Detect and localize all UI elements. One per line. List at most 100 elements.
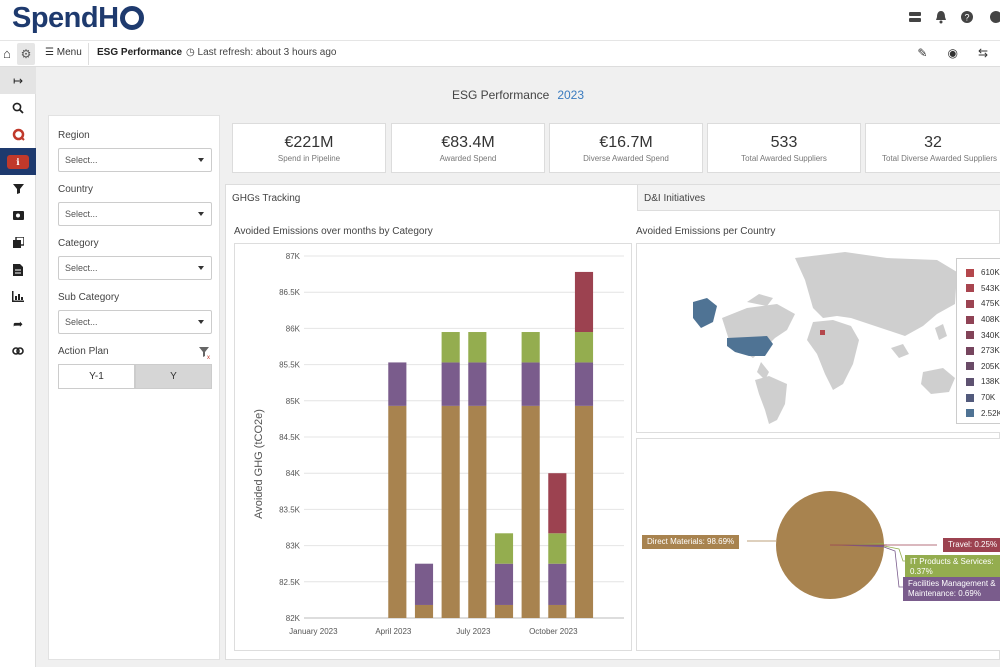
- pie-leader-lines: [747, 540, 937, 588]
- x-tick-label: April 2023: [375, 627, 412, 636]
- legend-row: 70K: [966, 390, 1000, 406]
- bar-segment[interactable]: [414, 604, 434, 618]
- map-united-states[interactable]: [727, 336, 773, 356]
- search-doc-icon[interactable]: [0, 202, 36, 229]
- pie-slice-it-products[interactable]: [830, 543, 884, 545]
- bar-segment[interactable]: [388, 362, 407, 406]
- kpi-label: Total Diverse Awarded Suppliers: [882, 154, 998, 163]
- region-label: Region: [58, 130, 90, 141]
- pencil-icon[interactable]: ✎: [917, 46, 928, 60]
- bar-segment[interactable]: [494, 604, 514, 618]
- y-tick-label: 87K: [286, 252, 301, 261]
- bar-segment[interactable]: [548, 533, 567, 564]
- gear-icon[interactable]: ⚙: [17, 43, 35, 65]
- link-icon[interactable]: [0, 337, 36, 364]
- country-placeholder: Select...: [65, 209, 98, 219]
- legend-swatch: [966, 331, 974, 340]
- y-tick-label: 82K: [286, 614, 301, 623]
- sub-category-select[interactable]: Select...: [58, 310, 212, 334]
- kpi-card: 32 Total Diverse Awarded Suppliers: [865, 123, 1000, 173]
- bar-segment[interactable]: [468, 362, 487, 406]
- map-greenland[interactable]: [693, 298, 717, 328]
- info-icon[interactable]: ℹ: [0, 148, 36, 175]
- last-refresh-text: Last refresh: about 3 hours ago: [197, 47, 337, 58]
- emissions-world-map: 610K 543K 475K 408K 340K 273K 205K 138K …: [636, 243, 1000, 433]
- legend-row: 340K: [966, 327, 1000, 343]
- bar-segment[interactable]: [548, 473, 567, 534]
- pie-slice-facilities[interactable]: [830, 545, 884, 548]
- region-select[interactable]: Select...: [58, 148, 212, 172]
- filter-icon[interactable]: [0, 175, 36, 202]
- page-title-text: ESG Performance: [451, 88, 550, 102]
- server-icon[interactable]: [908, 10, 922, 24]
- kpi-card: €83.4M Awarded Spend: [391, 123, 545, 173]
- legend-swatch: [966, 284, 974, 293]
- stack-icon[interactable]: [0, 229, 36, 256]
- bar-segment[interactable]: [388, 405, 407, 618]
- legend-row: 475K: [966, 296, 1000, 312]
- category-select[interactable]: Select...: [58, 256, 212, 280]
- legend-swatch: [966, 393, 974, 402]
- help-icon[interactable]: ?: [960, 10, 974, 24]
- bar-segment[interactable]: [521, 362, 540, 406]
- y-tick-label: 83K: [286, 542, 301, 551]
- document-icon[interactable]: [0, 256, 36, 283]
- q-icon[interactable]: [0, 121, 36, 148]
- country-label: Country: [58, 184, 94, 195]
- kpi-value: 533: [770, 134, 798, 151]
- user-icon[interactable]: [986, 10, 1000, 24]
- action-plan-y[interactable]: Y: [135, 364, 212, 389]
- legend-row: 138K: [966, 374, 1000, 390]
- bar-segment[interactable]: [574, 271, 594, 333]
- legend-swatch: [966, 315, 974, 324]
- share-icon[interactable]: ➦: [12, 316, 24, 331]
- bar-segment[interactable]: [468, 332, 487, 363]
- bell-icon[interactable]: [934, 10, 948, 24]
- filter-clear-icon[interactable]: x: [199, 346, 211, 361]
- bar-segment[interactable]: [494, 563, 514, 605]
- country-select[interactable]: Select...: [58, 202, 212, 226]
- kpi-label: Spend in Pipeline: [277, 154, 341, 163]
- legend-label: 543K: [981, 283, 1000, 293]
- x-tick-label: October 2023: [529, 627, 578, 636]
- refresh-icon[interactable]: ⇆: [977, 46, 988, 60]
- kpi-card: €16.7M Diverse Awarded Spend: [549, 123, 703, 173]
- menu-button[interactable]: ☰ Menu: [45, 47, 82, 58]
- bar-chart-icon[interactable]: [0, 283, 36, 310]
- bar-segment[interactable]: [441, 332, 460, 363]
- bar-segment[interactable]: [574, 332, 594, 363]
- y-tick-label: 85K: [286, 397, 301, 406]
- bar-segment[interactable]: [574, 362, 594, 406]
- bar-segment[interactable]: [548, 604, 567, 618]
- bar-segment[interactable]: [574, 405, 594, 618]
- bar-segment[interactable]: [521, 332, 540, 363]
- kpi-card: €221M Spend in Pipeline: [232, 123, 386, 173]
- bar-segment[interactable]: [468, 405, 487, 618]
- year-selector[interactable]: 2023: [557, 88, 585, 102]
- bar-segment[interactable]: [441, 405, 460, 618]
- legend-swatch: [966, 346, 974, 355]
- legend-label: 340K: [981, 330, 1000, 340]
- search-icon[interactable]: [0, 94, 36, 121]
- tab-ghgs-tracking[interactable]: GHGs Tracking: [226, 185, 637, 211]
- region-placeholder: Select...: [65, 155, 98, 165]
- last-refresh: ◷ Last refresh: about 3 hours ago: [186, 47, 337, 58]
- bar-segment[interactable]: [548, 563, 567, 605]
- svg-text:?: ?: [964, 13, 969, 23]
- bar-chart-svg: Avoided GHG (tCO2e) 82K 82.5K 83K 83.5K 84K 8…: [253, 252, 624, 636]
- map-france[interactable]: [820, 330, 825, 335]
- compass-icon[interactable]: ◉: [947, 46, 958, 60]
- bar-segment[interactable]: [521, 405, 540, 618]
- tab-di-initiatives[interactable]: D&I Initiatives: [637, 185, 1000, 211]
- sub-category-label: Sub Category: [58, 292, 120, 303]
- action-plan-y-1[interactable]: Y-1: [58, 364, 135, 389]
- home-icon[interactable]: ⌂: [3, 46, 11, 61]
- bar-segment[interactable]: [441, 362, 460, 406]
- bar-segment[interactable]: [494, 533, 514, 564]
- y-axis-label: Avoided GHG (tCO2e): [253, 409, 265, 519]
- x-tick-label: July 2023: [456, 627, 491, 636]
- bar-segment[interactable]: [414, 563, 434, 605]
- expand-icon[interactable]: ↦: [0, 67, 36, 94]
- kpi-label: Awarded Spend: [439, 154, 497, 163]
- spendhq-logo[interactable]: SpendH: [12, 2, 144, 35]
